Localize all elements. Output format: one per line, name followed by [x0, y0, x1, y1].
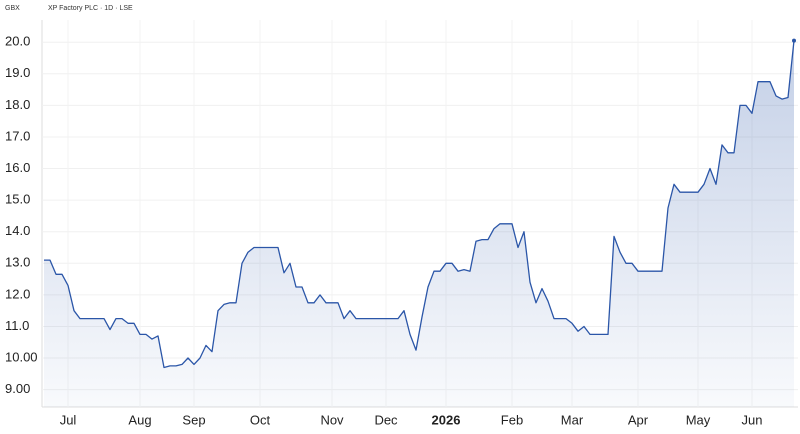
area [44, 40, 794, 407]
y-tick-label: 13.0 [5, 255, 30, 270]
y-tick-label: 15.0 [5, 192, 30, 207]
y-tick-label: 19.0 [5, 65, 30, 80]
x-tick-label: Dec [374, 412, 398, 427]
y-tick-label: 17.0 [5, 128, 30, 143]
y-tick-label: 20.0 [5, 34, 30, 49]
x-tick-label: May [686, 412, 711, 427]
currency-label: GBX [5, 5, 20, 12]
last-point [792, 38, 796, 43]
x-tick-label: 2026 [432, 412, 461, 427]
price-line [44, 40, 795, 369]
y-tick-label: 16.0 [5, 160, 30, 175]
y-tick-label: 11.0 [5, 318, 29, 333]
x-tick-label: Sep [182, 412, 205, 427]
x-tick-label: Feb [501, 412, 523, 427]
y-tick-label: 12.0 [5, 286, 30, 301]
y-tick-label: 14.0 [5, 223, 30, 238]
x-tick-label: Jul [60, 412, 77, 427]
x-tick-label: Apr [628, 412, 649, 427]
x-tick-label: Jun [742, 412, 763, 427]
y-tick-label: 10.00 [5, 349, 38, 364]
x-tick-label: Nov [320, 412, 344, 427]
x-tick-label: Aug [128, 412, 151, 427]
chart-title: XP Factory PLC · 1D · LSE [48, 5, 133, 12]
y-tick-label: 18.0 [5, 97, 30, 112]
x-tick-label: Mar [561, 412, 584, 427]
x-tick-label: Oct [250, 412, 271, 427]
y-tick-label: 9.00 [5, 381, 30, 396]
